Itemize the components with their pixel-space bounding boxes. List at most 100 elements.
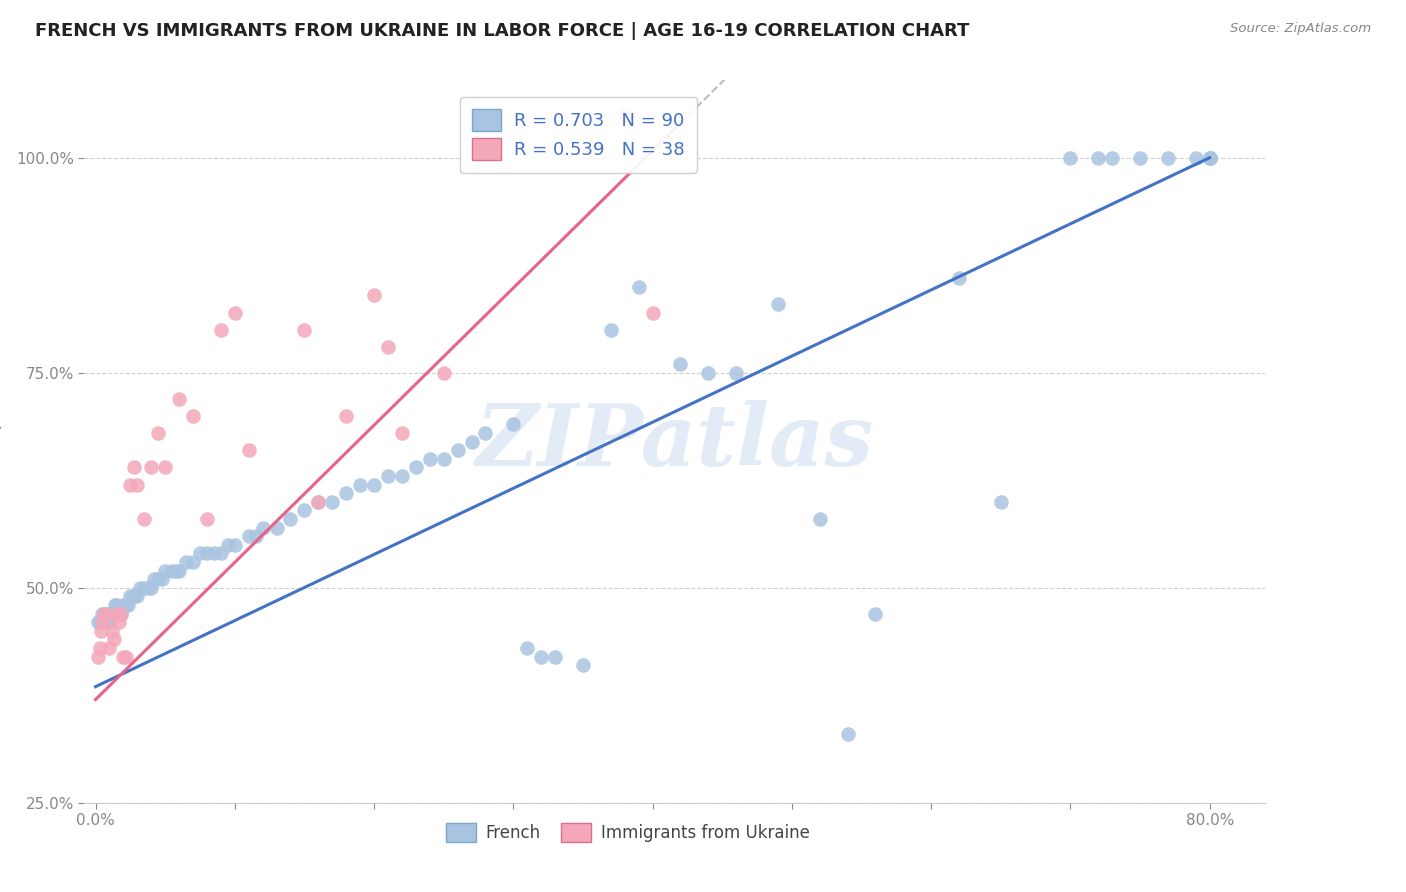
Point — [143, 572, 166, 586]
Point — [148, 425, 170, 440]
Point — [405, 460, 427, 475]
Point — [530, 649, 553, 664]
Point — [117, 598, 139, 612]
Text: FRENCH VS IMMIGRANTS FROM UKRAINE IN LABOR FORCE | AGE 16-19 CORRELATION CHART: FRENCH VS IMMIGRANTS FROM UKRAINE IN LAB… — [35, 22, 970, 40]
Point — [90, 624, 112, 638]
Point — [307, 494, 329, 508]
Point — [266, 520, 288, 534]
Point — [94, 607, 117, 621]
Point — [107, 607, 129, 621]
Point — [98, 615, 121, 630]
Point — [112, 598, 135, 612]
Point — [181, 409, 204, 423]
Point — [138, 581, 160, 595]
Point — [1198, 151, 1220, 165]
Point — [335, 486, 357, 500]
Point — [516, 640, 538, 655]
Point — [94, 615, 117, 630]
Point — [141, 460, 163, 475]
Point — [766, 297, 789, 311]
Point — [105, 607, 128, 621]
Point — [599, 323, 621, 337]
Point — [641, 305, 664, 319]
Point — [101, 607, 124, 621]
Point — [91, 615, 114, 630]
Point — [502, 417, 524, 432]
Point — [120, 477, 142, 491]
Point — [120, 590, 142, 604]
Point — [103, 632, 125, 647]
Point — [101, 624, 124, 638]
Point — [87, 615, 110, 630]
Point — [544, 649, 567, 664]
Point — [280, 856, 302, 871]
Text: Source: ZipAtlas.com: Source: ZipAtlas.com — [1230, 22, 1371, 36]
Point — [335, 409, 357, 423]
Point — [134, 581, 156, 595]
Point — [141, 581, 163, 595]
Point — [725, 366, 748, 380]
Point — [307, 494, 329, 508]
Point — [104, 598, 127, 612]
Point — [321, 494, 343, 508]
Point — [433, 366, 456, 380]
Point — [294, 503, 316, 517]
Point — [990, 494, 1012, 508]
Point — [460, 434, 482, 449]
Point — [188, 546, 211, 560]
Point — [669, 357, 692, 371]
Point — [363, 288, 385, 302]
Point — [174, 555, 197, 569]
Point — [808, 512, 831, 526]
Y-axis label: In Labor Force | Age 16-19: In Labor Force | Age 16-19 — [0, 340, 1, 543]
Point — [217, 538, 239, 552]
Point — [1198, 151, 1220, 165]
Point — [110, 607, 132, 621]
Point — [115, 649, 138, 664]
Point — [697, 366, 720, 380]
Point — [114, 598, 136, 612]
Point — [419, 451, 441, 466]
Point — [153, 564, 176, 578]
Point — [124, 590, 146, 604]
Point — [108, 607, 131, 621]
Point — [150, 572, 173, 586]
Point — [103, 607, 125, 621]
Point — [110, 607, 132, 621]
Point — [948, 271, 970, 285]
Point — [1087, 151, 1109, 165]
Point — [153, 460, 176, 475]
Point — [148, 572, 170, 586]
Point — [572, 658, 595, 673]
Point — [252, 520, 274, 534]
Point — [167, 564, 190, 578]
Point — [115, 598, 138, 612]
Point — [93, 607, 115, 621]
Point — [202, 546, 225, 560]
Point — [1198, 151, 1220, 165]
Point — [377, 340, 399, 354]
Point — [181, 555, 204, 569]
Point — [1129, 151, 1152, 165]
Point — [89, 640, 111, 655]
Point — [391, 469, 413, 483]
Point — [224, 538, 246, 552]
Point — [98, 640, 121, 655]
Point — [280, 512, 302, 526]
Point — [105, 598, 128, 612]
Point — [349, 477, 371, 491]
Point — [1157, 151, 1180, 165]
Point — [837, 727, 859, 741]
Point — [122, 590, 145, 604]
Legend: French, Immigrants from Ukraine: French, Immigrants from Ukraine — [439, 816, 817, 848]
Point — [91, 607, 114, 621]
Point — [363, 477, 385, 491]
Point — [90, 615, 112, 630]
Text: ZIPatlas: ZIPatlas — [475, 400, 875, 483]
Point — [224, 305, 246, 319]
Point — [1101, 151, 1123, 165]
Point — [89, 615, 111, 630]
Point — [433, 451, 456, 466]
Point — [124, 460, 146, 475]
Point — [1184, 151, 1206, 165]
